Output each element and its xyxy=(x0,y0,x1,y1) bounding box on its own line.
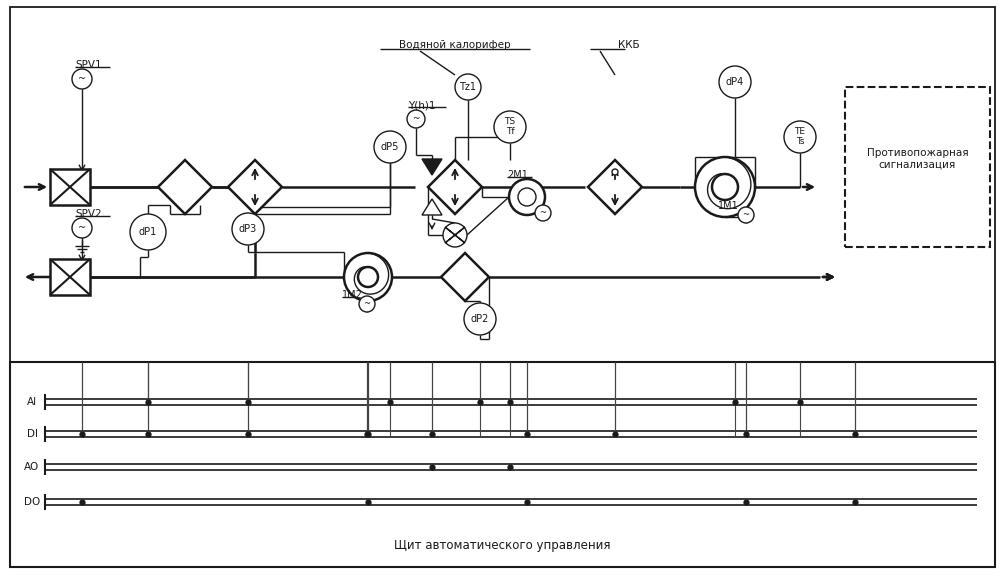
Polygon shape xyxy=(441,253,489,301)
Bar xyxy=(50,259,90,295)
Text: dP1: dP1 xyxy=(139,227,157,237)
Circle shape xyxy=(72,69,92,89)
Text: AO: AO xyxy=(24,462,39,472)
Polygon shape xyxy=(588,160,642,214)
Text: 2M1: 2M1 xyxy=(507,170,528,180)
Circle shape xyxy=(509,179,545,215)
Text: dP2: dP2 xyxy=(470,314,489,324)
Bar xyxy=(10,362,995,567)
Text: dP5: dP5 xyxy=(381,142,399,152)
Text: SPV1: SPV1 xyxy=(75,60,102,70)
Polygon shape xyxy=(428,160,482,214)
Circle shape xyxy=(518,188,536,206)
Text: ККБ: ККБ xyxy=(618,40,639,50)
Circle shape xyxy=(464,303,496,335)
Text: Щит автоматического управления: Щит автоматического управления xyxy=(394,538,611,552)
Circle shape xyxy=(712,174,738,200)
Text: Водяной калорифер: Водяной калорифер xyxy=(399,40,511,50)
Text: 1M1: 1M1 xyxy=(718,201,739,211)
Circle shape xyxy=(612,169,618,175)
Circle shape xyxy=(784,121,816,153)
Circle shape xyxy=(358,267,378,287)
Polygon shape xyxy=(445,227,465,243)
Text: ~: ~ xyxy=(743,211,750,219)
Circle shape xyxy=(494,111,526,143)
Text: ~: ~ xyxy=(78,74,86,84)
Text: Tz1: Tz1 xyxy=(459,82,476,92)
Text: SPV2: SPV2 xyxy=(75,209,102,219)
Circle shape xyxy=(407,110,425,128)
Bar xyxy=(50,169,90,205)
Circle shape xyxy=(130,214,166,250)
Bar xyxy=(845,87,990,247)
Text: ~: ~ xyxy=(540,208,547,218)
Text: dP3: dP3 xyxy=(239,224,257,234)
Polygon shape xyxy=(422,199,442,215)
Text: ~: ~ xyxy=(364,299,371,309)
Polygon shape xyxy=(422,159,442,175)
Circle shape xyxy=(374,131,406,163)
Text: Ts: Ts xyxy=(796,137,804,147)
Polygon shape xyxy=(228,160,282,214)
Text: dP4: dP4 xyxy=(726,77,744,87)
Text: DI: DI xyxy=(26,429,37,439)
Polygon shape xyxy=(158,160,212,214)
Circle shape xyxy=(719,66,751,98)
Circle shape xyxy=(535,205,551,221)
Text: 1M2: 1M2 xyxy=(342,290,363,300)
Circle shape xyxy=(738,207,754,223)
Circle shape xyxy=(72,218,92,238)
Circle shape xyxy=(232,213,264,245)
Text: TE: TE xyxy=(795,128,805,137)
Text: Y(h)1: Y(h)1 xyxy=(408,100,435,110)
Text: Противопожарная
сигнализация: Противопожарная сигнализация xyxy=(866,148,968,170)
Text: TS: TS xyxy=(505,118,516,126)
Text: ~: ~ xyxy=(412,114,420,123)
Circle shape xyxy=(344,253,392,301)
Text: Tf: Tf xyxy=(506,128,515,137)
Text: ~: ~ xyxy=(78,223,86,233)
Text: AI: AI xyxy=(27,397,37,407)
Circle shape xyxy=(695,157,755,217)
Circle shape xyxy=(455,74,481,100)
Circle shape xyxy=(443,223,467,247)
Circle shape xyxy=(359,296,375,312)
Polygon shape xyxy=(445,227,465,243)
Text: DO: DO xyxy=(24,497,40,507)
